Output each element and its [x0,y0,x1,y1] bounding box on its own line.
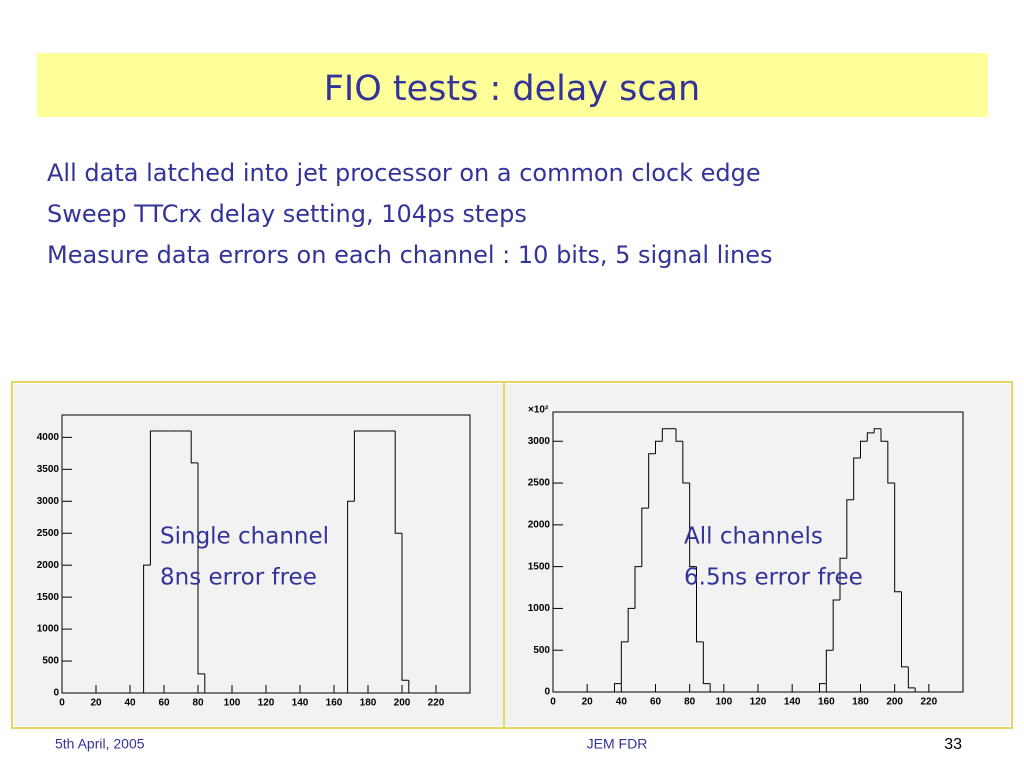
page-number: 33 [944,736,962,753]
axis-multiplier: ×10² [528,405,549,416]
histogram-bin [894,483,902,593]
histogram-bin [675,428,683,442]
histogram-bin [204,673,212,694]
x-tick-label: 180 [360,698,377,709]
histogram-bin [860,440,868,458]
y-tick-label: 2500 [528,478,551,489]
x-tick-label: 120 [258,698,275,709]
x-tick-label: 140 [292,698,309,709]
y-tick-label: 0 [53,688,59,699]
x-tick-label: 60 [650,697,662,708]
title-box [37,53,988,117]
histogram-bin [846,499,854,559]
histogram-bin [709,683,717,693]
y-tick-label: 2500 [37,528,60,539]
x-tick-label: 200 [886,697,903,708]
plot-area [61,414,471,694]
x-tick-label: 120 [750,697,767,708]
histogram-bin [614,683,622,692]
slide-title: FIO tests : delay scan [324,69,701,109]
x-tick-label: 140 [784,697,801,708]
annotation: 6.5ns error free [684,565,863,591]
histogram-bin [190,430,198,464]
y-tick-label: 1500 [528,561,551,572]
histogram-bin [880,428,888,442]
y-tick-label: 2000 [37,560,60,571]
bullet: All data latched into jet processor on a… [47,159,761,187]
x-tick-label: 40 [124,698,136,709]
x-tick-label: 220 [920,697,937,708]
y-tick-label: 4000 [37,432,60,443]
bullet: Sweep TTCrx delay setting, 104ps steps [47,200,527,228]
x-tick-label: 200 [394,698,411,709]
y-tick-label: 2000 [528,519,551,530]
histogram-bin [825,649,834,684]
y-tick-label: 1500 [37,592,60,603]
x-tick-label: 20 [582,697,594,708]
footer-date: 5th April, 2005 [55,736,145,752]
x-tick-label: 80 [684,697,696,708]
histogram-bin [689,483,697,568]
histogram-bin [401,533,409,681]
histogram-bin [197,462,205,675]
x-tick-label: 160 [326,698,343,709]
x-tick-label: 20 [90,698,102,709]
y-tick-label: 0 [544,687,550,698]
histogram-bin [839,557,847,601]
footer-title: JEM FDR [587,736,648,752]
annotation: All channels [684,524,823,550]
y-tick-label: 3000 [528,436,551,447]
x-tick-label: 0 [59,698,65,709]
histogram-bin [627,607,635,642]
histogram-bin [914,687,922,693]
histogram-bin [641,507,649,567]
x-tick-label: 60 [158,698,170,709]
histogram-bin [702,641,711,685]
y-tick-label: 3000 [37,496,60,507]
y-tick-label: 500 [533,645,550,656]
histogram-bin [819,683,827,692]
histogram-bin [832,599,840,651]
histogram-bin [394,430,402,534]
histogram-bin [655,440,663,454]
histogram-bin [620,641,629,684]
histogram-bin [661,428,670,442]
bullet: Measure data errors on each channel : 10… [47,241,772,269]
histogram-bin [149,430,158,566]
histogram-bin [853,457,861,500]
x-tick-label: 0 [550,697,556,708]
histogram-bin [682,441,690,484]
histogram-bin [648,453,656,509]
histogram-bin [887,441,895,484]
histogram-bin [347,500,355,693]
histogram-bin [696,566,704,643]
y-tick-label: 3500 [37,464,60,475]
x-tick-label: 160 [818,697,835,708]
histogram-bin [353,430,362,502]
annotation: Single channel [160,524,329,550]
x-tick-label: 100 [715,697,732,708]
x-tick-label: 220 [428,698,445,709]
histogram-bin [866,432,875,442]
y-tick-label: 500 [42,656,59,667]
histogram-bin [143,564,151,693]
x-tick-label: 180 [852,697,869,708]
histogram-bin [901,591,909,668]
histogram-bin [408,680,416,694]
y-tick-label: 1000 [528,603,551,614]
x-tick-label: 100 [224,698,241,709]
x-tick-label: 80 [192,698,204,709]
x-tick-label: 40 [616,697,628,708]
annotation: 8ns error free [160,565,317,591]
y-tick-label: 1000 [37,624,60,635]
histogram-bin [907,666,916,689]
histogram-bin [634,566,642,609]
histogram-bin [873,428,881,433]
